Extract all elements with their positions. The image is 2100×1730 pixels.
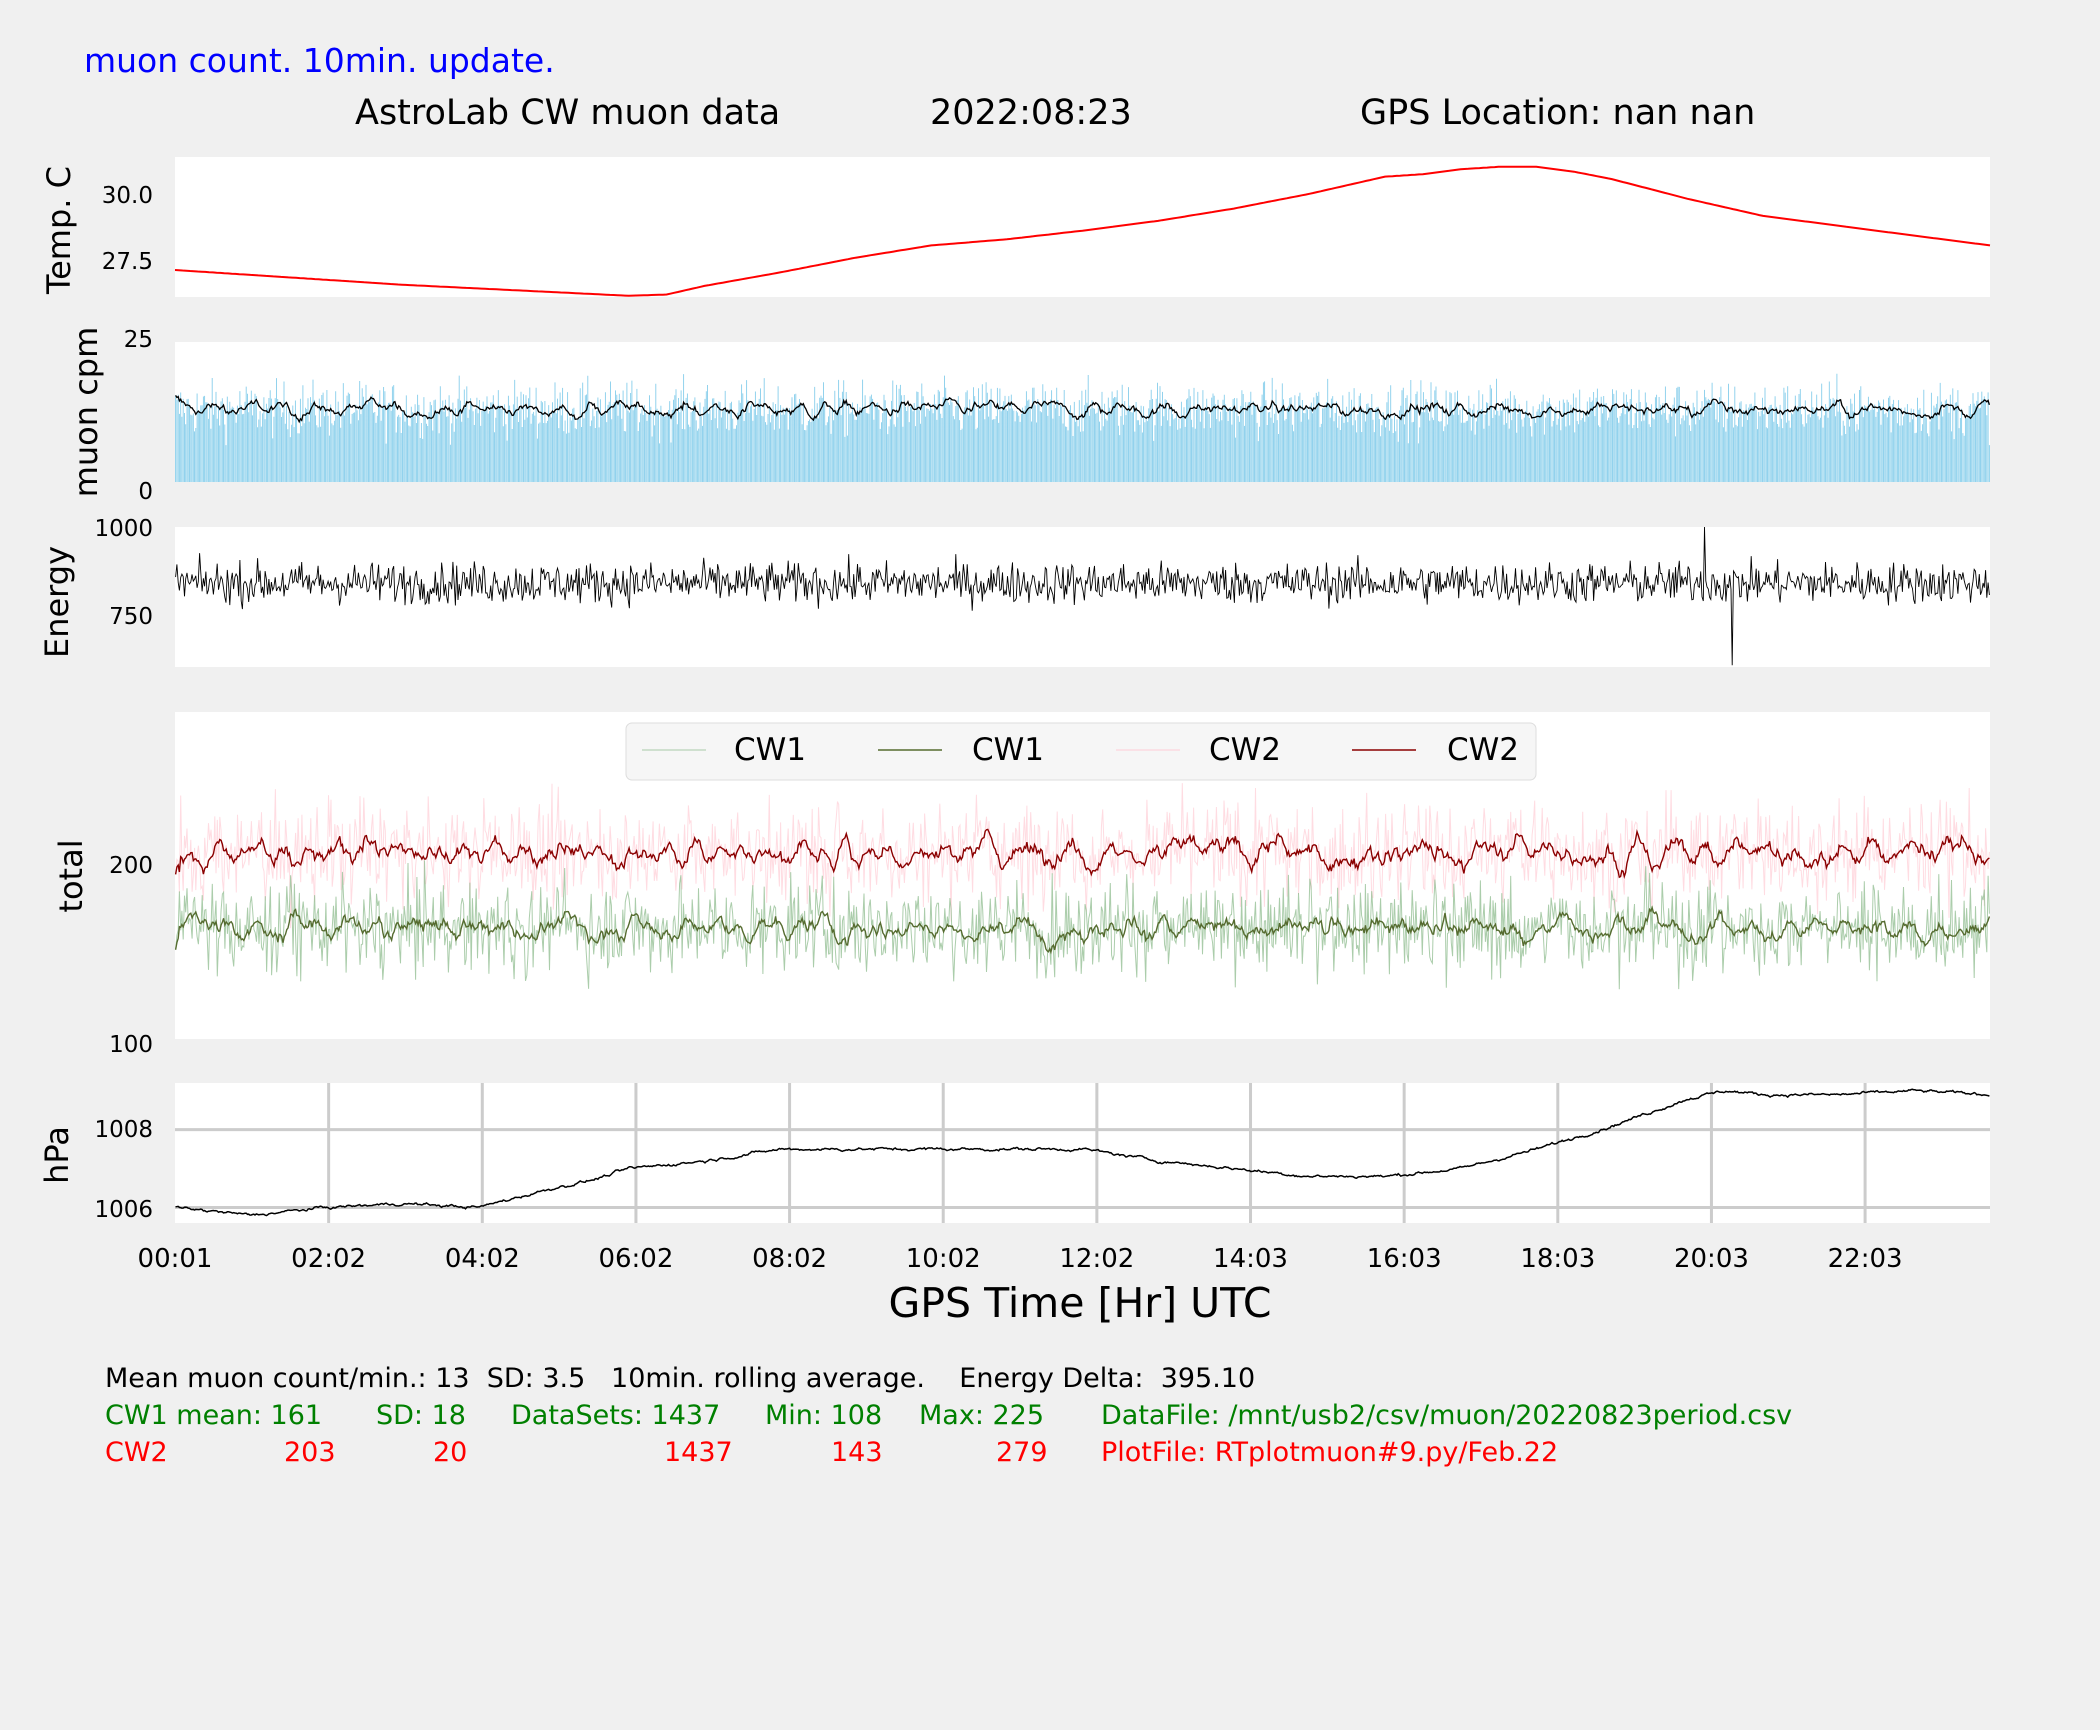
x-tick-label: 22:03 xyxy=(1828,1244,1903,1274)
stats-line-cw1: CW1 mean: 161 SD: 18 DataSets: 1437 Min:… xyxy=(105,1397,1792,1656)
muon-series xyxy=(175,373,1991,482)
x-tick-label: 14:03 xyxy=(1213,1244,1288,1274)
pressure-ytick-1006: 1006 xyxy=(94,1197,153,1223)
cw1-min: Min: 108 xyxy=(765,1400,883,1431)
datafile-path: DataFile: /mnt/usb2/csv/muon/20220823per… xyxy=(1101,1400,1793,1431)
cw2-label: CW2 xyxy=(105,1437,168,1468)
temp-series xyxy=(174,165,1991,297)
legend-cw1-raw-label: CW1 xyxy=(734,732,806,768)
energy-ytick-750: 750 xyxy=(109,604,153,630)
x-tick-label: 02:02 xyxy=(291,1244,366,1274)
x-tick-label: 20:03 xyxy=(1674,1244,1749,1274)
legend-cw2-avg-label: CW2 xyxy=(1447,732,1519,768)
pressure-ytick-1008: 1008 xyxy=(94,1117,153,1143)
cw1-rolling-average-line xyxy=(174,905,1991,955)
cw2-min: 143 xyxy=(831,1437,883,1468)
muon-ytick-25: 25 xyxy=(124,327,153,353)
x-axis-ticks: 00:01 02:02 04:02 06:02 08:02 10:02 12:02 14:03… xyxy=(138,1244,1903,1274)
energy-line xyxy=(175,526,1990,666)
pressure-grid xyxy=(175,1083,1990,1223)
pressure-ylabel: hPa xyxy=(38,1126,76,1184)
cw2-sd: 20 xyxy=(433,1437,468,1468)
pressure-line xyxy=(175,1088,1990,1217)
muon-ytick-0: 0 xyxy=(138,479,153,505)
cw1-raw-line xyxy=(175,860,1990,990)
pressure-panel xyxy=(175,1083,1990,1223)
x-tick-label: 16:03 xyxy=(1367,1244,1442,1274)
x-tick-label: 12:02 xyxy=(1059,1244,1134,1274)
cw2-mean: 203 xyxy=(284,1437,336,1468)
x-tick-label: 08:02 xyxy=(752,1244,827,1274)
muon-rolling-average-line xyxy=(175,395,1991,424)
update-note: muon count. 10min. update. xyxy=(84,41,555,80)
stats-line-cw2: CW2 203 20 1437 143 279 PlotFile: RTplot… xyxy=(105,1434,1558,1730)
gps-location: GPS Location: nan nan xyxy=(1360,93,1755,133)
legend-cw2-raw-label: CW2 xyxy=(1209,732,1281,768)
total-ylabel: total xyxy=(52,839,90,912)
energy-panel xyxy=(175,527,1990,667)
pressure-series xyxy=(175,1088,1990,1217)
x-tick-label: 06:02 xyxy=(598,1244,673,1274)
stats-summary: Mean muon count/min.: 13 SD: 3.5 10min. … xyxy=(105,1363,1256,1394)
temp-ylabel: Temp. C xyxy=(40,166,78,295)
chart-date: 2022:08:23 xyxy=(930,93,1132,133)
x-tick-label: 00:01 xyxy=(138,1244,213,1274)
cw1-datasets: DataSets: 1437 xyxy=(511,1400,721,1431)
energy-ytick-1000: 1000 xyxy=(94,516,153,542)
total-series xyxy=(174,783,1991,990)
temp-line xyxy=(174,165,1991,297)
chart-title: AstroLab CW muon data xyxy=(355,93,780,133)
cw1-max: Max: 225 xyxy=(919,1400,1045,1431)
energy-series xyxy=(175,526,1990,666)
muon-panel xyxy=(175,342,1990,482)
temp-panel xyxy=(175,157,1990,297)
legend-box xyxy=(625,722,1537,781)
cw2-raw-line xyxy=(175,783,1990,929)
muon-bars xyxy=(175,373,1990,482)
x-tick-label: 04:02 xyxy=(445,1244,520,1274)
total-ytick-200: 200 xyxy=(109,853,153,879)
cw2-datasets: 1437 xyxy=(664,1437,733,1468)
x-tick-label: 10:02 xyxy=(906,1244,981,1274)
cw1-mean: CW1 mean: 161 xyxy=(105,1400,323,1431)
legend-cw1-avg-label: CW1 xyxy=(972,732,1044,768)
stats-line-1: Mean muon count/min.: 13 SD: 3.5 10min. … xyxy=(105,1360,1255,1434)
cw1-sd: SD: 18 xyxy=(376,1400,466,1431)
total-ytick-100: 100 xyxy=(109,1032,153,1058)
figure: muon count. 10min. update. AstroLab CW m… xyxy=(38,41,1991,1327)
energy-ylabel: Energy xyxy=(38,546,76,658)
cw2-max: 279 xyxy=(996,1437,1048,1468)
plotfile-path: PlotFile: RTplotmuon#9.py/Feb.22 xyxy=(1101,1437,1559,1468)
temp-ytick-30: 30.0 xyxy=(102,183,153,209)
legend: CW1 CW1 CW2 CW2 xyxy=(625,722,1537,781)
cw2-rolling-average-line xyxy=(174,828,1990,879)
x-axis-label: GPS Time [Hr] UTC xyxy=(889,1279,1272,1327)
x-tick-label: 18:03 xyxy=(1520,1244,1595,1274)
temp-ytick-27: 27.5 xyxy=(102,249,153,275)
muon-ylabel: muon cpm xyxy=(67,327,105,498)
